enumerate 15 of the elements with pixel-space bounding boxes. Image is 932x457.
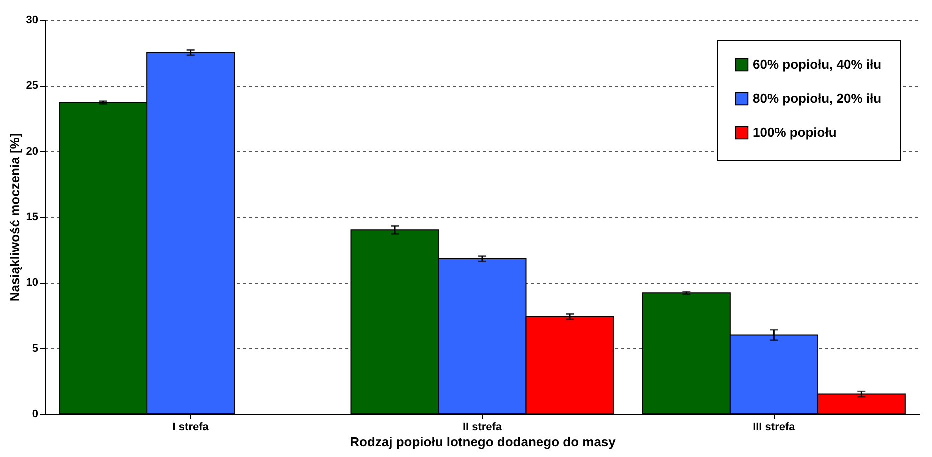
y-tick-label: 25	[26, 80, 38, 92]
x-tick-label: I strefa	[172, 422, 210, 434]
y-tick-label: 30	[26, 14, 38, 26]
x-axis-title: Rodzaj popiołu lotnego dodanego do masy	[350, 434, 617, 450]
y-tick-label: 5	[32, 342, 38, 355]
x-tick-label: III strefa	[753, 422, 796, 434]
x-tick-label: II strefa	[462, 422, 503, 434]
legend-label: 80% popiołu, 20% iłu	[753, 91, 882, 106]
legend-label: 60% popiołu, 40% iłu	[753, 57, 882, 72]
legend-label: 100% popiołu	[753, 125, 837, 140]
y-tick-label: 15	[26, 212, 38, 224]
y-axis-title: Nasiąkliwość moczenia [%]	[7, 133, 22, 302]
y-tick-label: 10	[26, 277, 38, 290]
y-tick-label: 0	[32, 408, 38, 420]
y-tick-label: 20	[26, 146, 38, 158]
